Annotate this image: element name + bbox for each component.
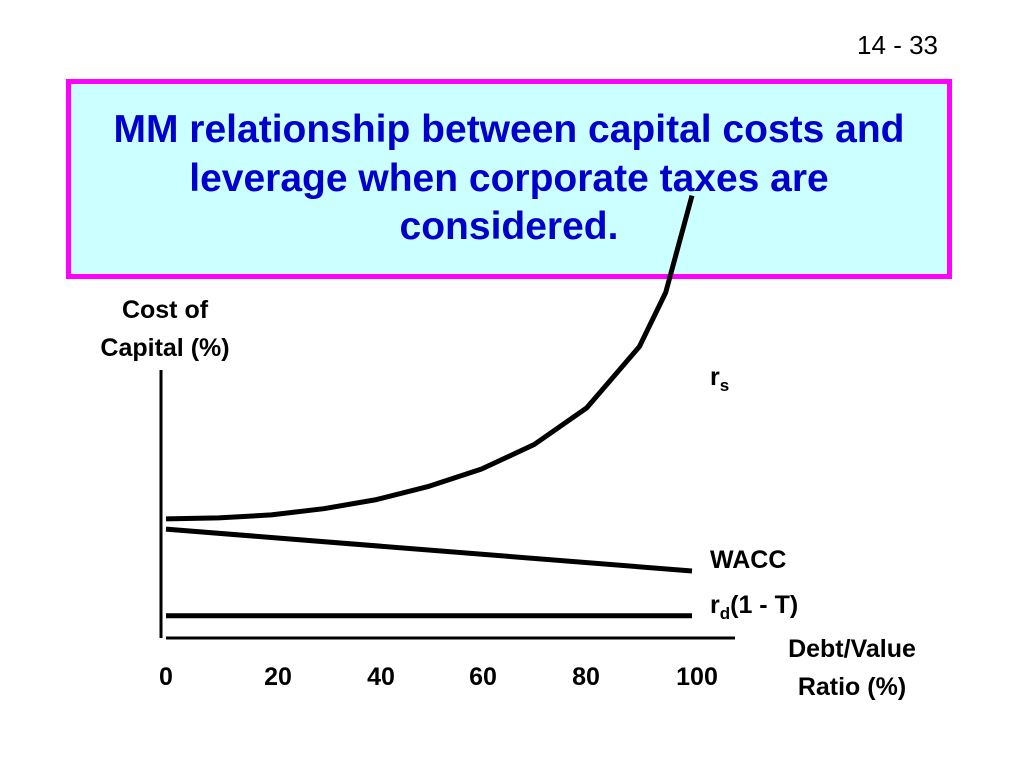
series-label-2: WACC	[710, 546, 786, 574]
x-tick-label-100: 100	[676, 663, 718, 691]
x-tick-label-0: 0	[159, 663, 173, 691]
series-label-1: rs	[710, 363, 729, 395]
x-tick-label-60: 60	[469, 663, 497, 691]
x-tick-label-40: 40	[367, 663, 395, 691]
x-axis-label-line-2: Ratio (%)	[798, 673, 906, 701]
series-line-1	[165, 194, 695, 522]
x-tick-label-80: 80	[572, 663, 600, 691]
y-axis-label-line-1: Cost of	[122, 296, 209, 324]
x-tick-label-20: 20	[264, 663, 292, 691]
x-axis-label-line-1: Debt/Value	[788, 635, 916, 663]
title-box: MM relationship between capital costs an…	[66, 79, 952, 279]
slide-number: 14 - 33	[857, 30, 938, 60]
y-axis-label-line-2: Capital (%)	[100, 334, 229, 362]
series-line-2	[165, 526, 693, 574]
series-label-3: rd(1 - T)	[710, 591, 798, 623]
chart-title: MM relationship between capital costs an…	[113, 108, 905, 249]
